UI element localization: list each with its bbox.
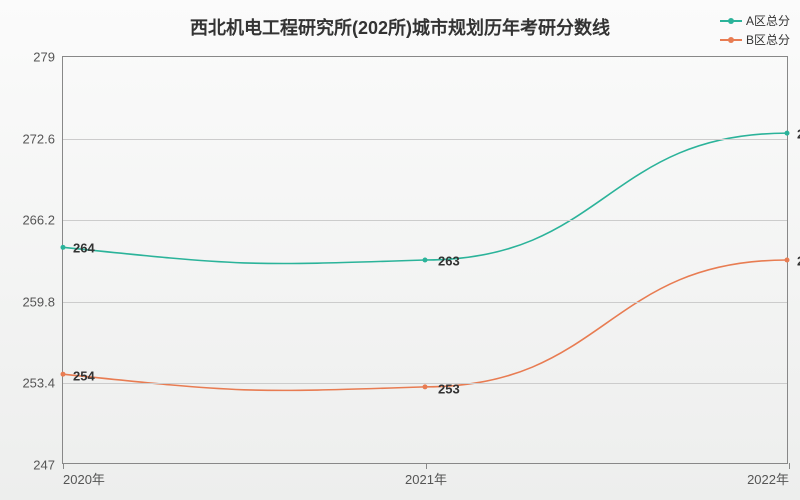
x-tick <box>789 463 790 469</box>
series-line <box>63 260 787 390</box>
legend-item-a: A区总分 <box>720 12 790 29</box>
y-axis-label: 247 <box>33 458 63 473</box>
legend-label-a: A区总分 <box>746 12 790 29</box>
legend-swatch-a <box>720 20 742 22</box>
plot-area: 247253.4259.8266.2272.62792020年2021年2022… <box>62 56 788 464</box>
data-label: 253 <box>436 381 462 396</box>
grid-line <box>63 220 787 221</box>
legend-swatch-b <box>720 39 742 41</box>
y-axis-label: 279 <box>33 50 63 65</box>
data-point <box>423 258 428 263</box>
legend: A区总分 B区总分 <box>720 12 790 50</box>
data-label: 263 <box>795 254 800 269</box>
x-axis-label: 2021年 <box>405 463 447 488</box>
data-label: 273 <box>795 126 800 141</box>
y-axis-label: 259.8 <box>22 294 63 309</box>
grid-line <box>63 139 787 140</box>
grid-line <box>63 302 787 303</box>
data-label: 254 <box>71 368 97 383</box>
y-axis-label: 253.4 <box>22 376 63 391</box>
data-point <box>785 258 790 263</box>
data-point <box>785 131 790 136</box>
chart-title: 西北机电工程研究所(202所)城市规划历年考研分数线 <box>0 14 800 40</box>
grid-line <box>63 383 787 384</box>
chart-container: 西北机电工程研究所(202所)城市规划历年考研分数线 A区总分 B区总分 247… <box>0 0 800 500</box>
chart-lines <box>63 57 787 463</box>
data-point <box>61 245 66 250</box>
legend-item-b: B区总分 <box>720 31 790 48</box>
series-line <box>63 133 787 263</box>
y-axis-label: 272.6 <box>22 131 63 146</box>
data-label: 264 <box>71 241 97 256</box>
y-axis-label: 266.2 <box>22 213 63 228</box>
data-label: 263 <box>436 254 462 269</box>
legend-label-b: B区总分 <box>746 31 790 48</box>
x-axis-label: 2020年 <box>63 463 105 488</box>
x-axis-label: 2022年 <box>747 463 789 488</box>
data-point <box>423 384 428 389</box>
